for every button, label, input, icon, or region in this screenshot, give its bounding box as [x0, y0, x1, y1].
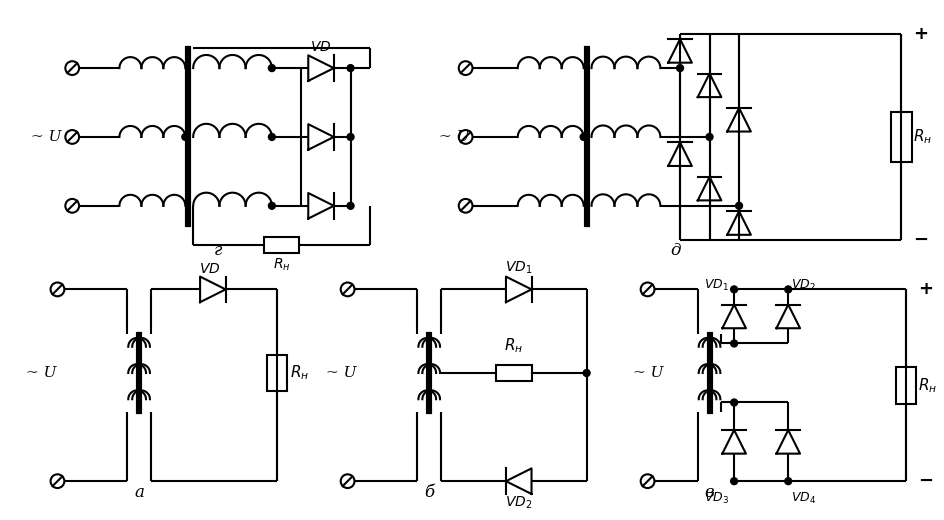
Text: +: + [917, 280, 932, 298]
Text: $VD_3$: $VD_3$ [703, 491, 729, 506]
Circle shape [268, 64, 275, 72]
Text: ~ U: ~ U [439, 130, 469, 144]
Circle shape [730, 286, 737, 293]
Circle shape [181, 134, 189, 140]
Text: ~ U: ~ U [632, 366, 663, 380]
Circle shape [268, 134, 275, 140]
Text: $VD_2$: $VD_2$ [790, 278, 815, 293]
Text: в: в [704, 484, 714, 501]
Circle shape [730, 399, 737, 406]
Circle shape [580, 134, 586, 140]
Text: ~ U: ~ U [326, 366, 356, 380]
Circle shape [582, 370, 589, 376]
Text: а: а [134, 484, 143, 501]
Text: $VD$: $VD$ [310, 41, 331, 54]
Bar [263, 237, 299, 253]
Text: $VD_4$: $VD_4$ [790, 491, 816, 506]
Circle shape [784, 286, 791, 293]
Circle shape [346, 134, 354, 140]
Text: г: г [213, 242, 222, 259]
Bar [889, 112, 911, 162]
Text: $R_н$: $R_н$ [273, 257, 290, 274]
Circle shape [730, 340, 737, 347]
Circle shape [734, 202, 742, 209]
Circle shape [784, 478, 791, 485]
Text: $R_н$: $R_н$ [917, 376, 936, 395]
Text: $R_н$: $R_н$ [504, 336, 523, 355]
Text: $VD$: $VD$ [199, 262, 221, 276]
Text: $R_н$: $R_н$ [912, 127, 932, 146]
Bar [496, 365, 531, 381]
Text: $R_н$: $R_н$ [289, 363, 309, 382]
Text: ~ U: ~ U [26, 366, 57, 380]
Circle shape [268, 202, 275, 209]
Text: $VD_1$: $VD_1$ [504, 259, 531, 276]
Text: $VD_1$: $VD_1$ [703, 278, 729, 293]
Circle shape [346, 202, 354, 209]
Bar [266, 355, 286, 391]
Text: б: б [424, 484, 434, 501]
Circle shape [676, 64, 683, 72]
Text: $VD_2$: $VD_2$ [504, 495, 531, 511]
Circle shape [705, 134, 712, 140]
Text: −: − [917, 472, 932, 490]
Circle shape [730, 478, 737, 485]
Bar [896, 367, 915, 404]
Text: −: − [912, 231, 927, 249]
Text: д: д [669, 242, 680, 259]
Text: +: + [912, 24, 927, 43]
Text: ~ U: ~ U [31, 130, 61, 144]
Circle shape [346, 64, 354, 72]
